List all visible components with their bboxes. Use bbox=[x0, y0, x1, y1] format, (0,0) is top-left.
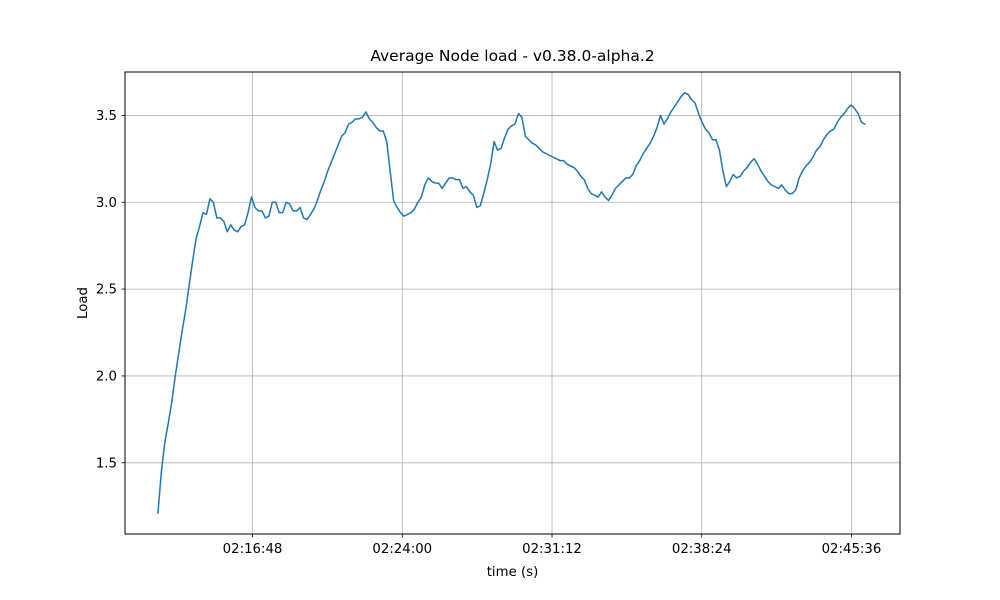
x-axis-label: time (s) bbox=[487, 565, 539, 580]
axes-layer bbox=[121, 71, 901, 538]
y-tick-label: 2.0 bbox=[96, 369, 117, 384]
series-layer bbox=[157, 92, 866, 514]
x-tick-label: 02:24:00 bbox=[372, 542, 432, 557]
y-tick-label: 2.5 bbox=[96, 283, 117, 298]
x-tick-label: 02:31:12 bbox=[522, 542, 582, 557]
grid-layer bbox=[125, 72, 900, 534]
plot-border bbox=[124, 71, 901, 535]
tick-label-layer: 02:16:48 02:24:00 02:31:12 02:38:24 02:45:36… bbox=[96, 109, 881, 557]
y-tick-label: 3.5 bbox=[96, 109, 117, 124]
chart-title: Average Node load - v0.38.0-alpha.2 bbox=[370, 47, 654, 65]
y-tick-label: 1.5 bbox=[96, 456, 117, 471]
x-tick-label: 02:16:48 bbox=[223, 542, 283, 557]
x-tick-label: 02:38:24 bbox=[672, 542, 732, 557]
y-tick-label: 3.0 bbox=[96, 196, 117, 211]
y-axis-label: Load bbox=[76, 287, 91, 319]
load-series-line bbox=[157, 92, 866, 514]
x-tick-label: 02:45:36 bbox=[822, 542, 882, 557]
